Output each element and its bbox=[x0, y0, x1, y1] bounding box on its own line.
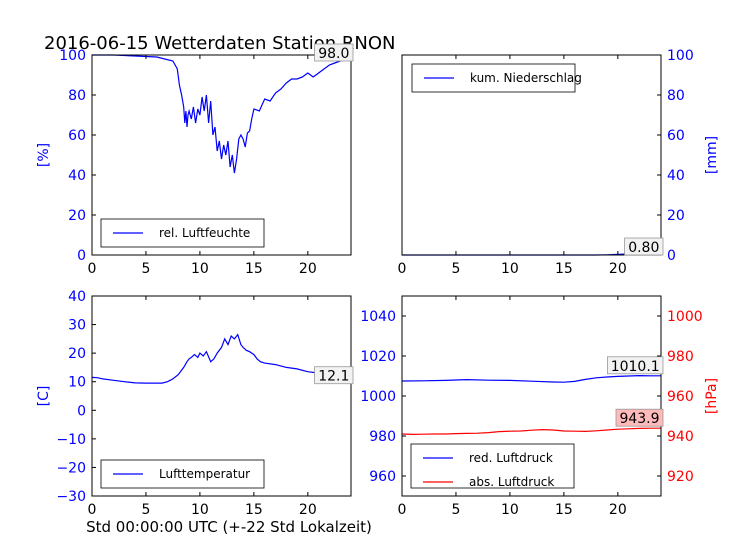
last-value-box bbox=[624, 237, 664, 256]
series-line-abs-luftdruck bbox=[401, 427, 661, 436]
last-value-label: 12.1 bbox=[318, 369, 349, 385]
last-value-box bbox=[607, 356, 664, 375]
y-tick-label: 10 bbox=[68, 375, 86, 391]
y-tick-label: 0 bbox=[77, 403, 86, 419]
panel-bottom-right: 0 5 10 15 20 960 980 1000 1020 1040 920 940 960 980 10… bbox=[360, 295, 720, 518]
y-tick-label: 100 bbox=[667, 48, 694, 64]
panel-bottom-left: 0 5 10 15 20 −30 −20 −10 0 10 20 30 40 [C] 12.1 Lufttem… bbox=[36, 289, 354, 518]
y-tick-label: 20 bbox=[667, 208, 685, 224]
legend-entry-label: abs. Luftdruck bbox=[469, 475, 554, 489]
series-line-rel-luftfeuchte bbox=[92, 54, 352, 174]
y-tick-label: 40 bbox=[68, 168, 86, 184]
last-value-label: 0.80 bbox=[628, 240, 659, 256]
x-tick-label: 10 bbox=[191, 261, 209, 277]
y-tick-label: 0 bbox=[77, 248, 86, 264]
x-tick-label: 10 bbox=[191, 502, 209, 518]
x-tick-label: 5 bbox=[451, 261, 460, 277]
panel-top-right: 0 5 10 15 20 0 20 40 60 80 100 [mm] 0.80 kum. Nieders… bbox=[398, 48, 720, 277]
last-value-box bbox=[615, 408, 664, 427]
y-tick-label: 20 bbox=[68, 346, 86, 362]
y-tick-label: 60 bbox=[667, 128, 685, 144]
y-tick-label: 40 bbox=[667, 168, 685, 184]
series-line-lufttemperatur bbox=[91, 333, 352, 384]
y-axis-label: [mm] bbox=[704, 136, 720, 174]
x-tick-label: 15 bbox=[245, 261, 263, 277]
y-tick-label: −10 bbox=[56, 432, 86, 448]
y-tick-label: 40 bbox=[68, 289, 86, 305]
y-right-tick-label: 960 bbox=[667, 389, 694, 405]
y-tick-label: 0 bbox=[667, 248, 676, 264]
y-tick-label: −30 bbox=[56, 489, 86, 505]
last-value-label: 1010.1 bbox=[611, 359, 660, 375]
x-tick-label: 0 bbox=[88, 502, 97, 518]
last-value-label: 943.9 bbox=[619, 411, 659, 427]
x-tick-label: 20 bbox=[299, 502, 317, 518]
y-tick-label: 100 bbox=[59, 48, 86, 64]
x-tick-label: 15 bbox=[555, 502, 573, 518]
y-right-tick-label: 980 bbox=[667, 349, 694, 365]
x-tick-label: 10 bbox=[501, 502, 519, 518]
x-tick-label: 20 bbox=[299, 261, 317, 277]
y-tick-label: 1040 bbox=[360, 309, 396, 325]
y-right-tick-label: 1000 bbox=[667, 309, 703, 325]
x-tick-label: 20 bbox=[609, 502, 627, 518]
y-tick-label: 60 bbox=[68, 128, 86, 144]
plot-frame bbox=[91, 54, 352, 256]
last-value-box bbox=[314, 366, 354, 385]
legend-entry-label: Lufttemperatur bbox=[159, 467, 250, 481]
legend-entry-label: kum. Niederschlag bbox=[470, 71, 582, 85]
y-tick-label: 80 bbox=[68, 88, 86, 104]
x-tick-label: 20 bbox=[609, 261, 627, 277]
last-value-box bbox=[314, 43, 354, 62]
y-tick-label: −20 bbox=[56, 460, 86, 476]
y-tick-label: 1000 bbox=[360, 389, 396, 405]
x-tick-label: 0 bbox=[88, 261, 97, 277]
legend-box bbox=[410, 443, 575, 489]
y-tick-label: 20 bbox=[68, 208, 86, 224]
y-axis-label: [hPa] bbox=[704, 378, 720, 414]
y-tick-label: 960 bbox=[369, 469, 396, 485]
x-tick-label: 5 bbox=[451, 502, 460, 518]
panel-top-left: 0 5 10 15 20 0 20 40 60 80 100 [%] 98.0 rel. Luftfeuc… bbox=[36, 43, 354, 277]
x-tick-label: 10 bbox=[501, 261, 519, 277]
last-value-label: 98.0 bbox=[318, 46, 349, 62]
y-tick-label: 980 bbox=[369, 429, 396, 445]
x-tick-label: 15 bbox=[555, 261, 573, 277]
x-tick-label: 15 bbox=[245, 502, 263, 518]
y-axis-label: [C] bbox=[36, 386, 52, 407]
legend-entry-label: red. Luftdruck bbox=[469, 451, 553, 465]
legend-box bbox=[100, 218, 265, 248]
y-tick-label: 30 bbox=[68, 318, 86, 334]
y-tick-label: 1020 bbox=[360, 349, 396, 365]
y-right-tick-label: 940 bbox=[667, 429, 694, 445]
y-right-tick-label: 920 bbox=[667, 469, 694, 485]
x-tick-label: 5 bbox=[141, 502, 150, 518]
x-tick-label: 0 bbox=[398, 261, 407, 277]
plot-frame bbox=[91, 295, 352, 497]
x-tick-label: 0 bbox=[398, 502, 407, 518]
y-tick-label: 80 bbox=[667, 88, 685, 104]
x-axis-label: Std 00:00:00 UTC (+-22 Std Lokalzeit) bbox=[86, 518, 372, 536]
chart-title: 2016-06-15 Wetterdaten Station RNON bbox=[44, 33, 395, 54]
y-axis-label: [%] bbox=[36, 143, 52, 167]
x-tick-label: 5 bbox=[141, 261, 150, 277]
plot-frame bbox=[401, 54, 662, 256]
legend-entry-label: rel. Luftfeuchte bbox=[159, 226, 250, 240]
series-line-red-luftdruck bbox=[401, 374, 661, 383]
